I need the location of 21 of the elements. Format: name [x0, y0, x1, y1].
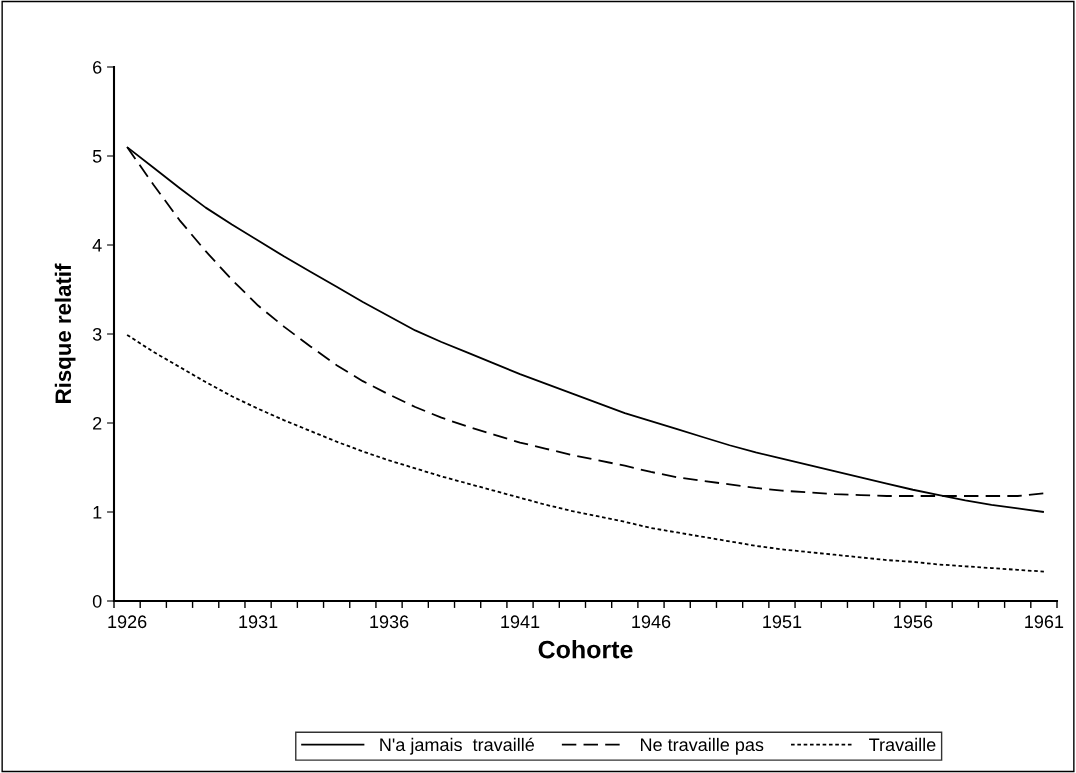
legend-label: N'a jamais travaillé: [380, 737, 534, 755]
y-tick-label: 2: [93, 416, 102, 430]
y-tick-label: 6: [93, 60, 102, 74]
x-tick-label: 1951: [763, 615, 802, 629]
x-tick-label: 1946: [632, 615, 671, 629]
x-axis-title: Cohorte: [538, 640, 633, 659]
x-tick-label: 1956: [894, 615, 933, 629]
x-tick-label: 1961: [1025, 615, 1064, 629]
y-tick-label: 5: [92, 150, 102, 163]
y-tick-label: 0: [92, 594, 102, 608]
y-tick-label: 1: [93, 506, 102, 519]
y-tick-label: 4: [92, 239, 102, 252]
x-tick-label: 1936: [370, 615, 409, 629]
x-tick-label: 1926: [108, 615, 147, 629]
legend-label: Ne travaille pas: [640, 737, 764, 755]
legend-label: Travaille: [869, 737, 936, 752]
y-axis-title: Risque relatif: [54, 263, 76, 403]
x-tick-label: 1941: [501, 615, 540, 629]
y-tick-label: 3: [92, 327, 102, 341]
x-tick-label: 1931: [239, 615, 278, 629]
line-series: [126, 333, 1045, 573]
